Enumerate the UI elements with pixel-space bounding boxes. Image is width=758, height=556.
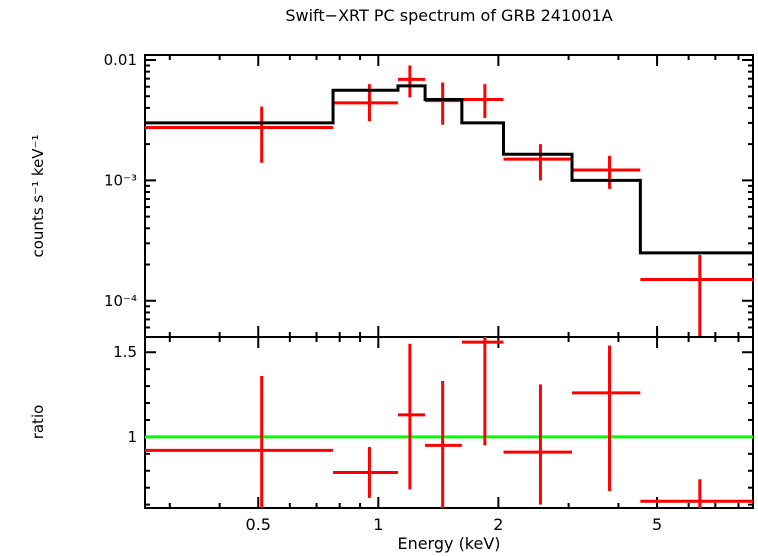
x-axis-label-energy: Energy (keV) — [397, 534, 501, 553]
y-axis-label-ratio: ratio — [29, 404, 47, 440]
svg-text:2: 2 — [493, 515, 503, 534]
svg-text:5: 5 — [652, 515, 662, 534]
svg-text:1: 1 — [127, 428, 137, 446]
y-axis-label-counts: counts s⁻¹ keV⁻¹ — [29, 134, 47, 258]
svg-text:0.01: 0.01 — [104, 51, 137, 69]
svg-text:0.5: 0.5 — [246, 515, 271, 534]
svg-text:10⁻³: 10⁻³ — [104, 171, 137, 189]
svg-text:1: 1 — [373, 515, 383, 534]
chart-title: Swift−XRT PC spectrum of GRB 241001A — [285, 6, 613, 25]
svg-text:1.5: 1.5 — [113, 343, 137, 361]
svg-text:10⁻⁴: 10⁻⁴ — [104, 292, 137, 310]
